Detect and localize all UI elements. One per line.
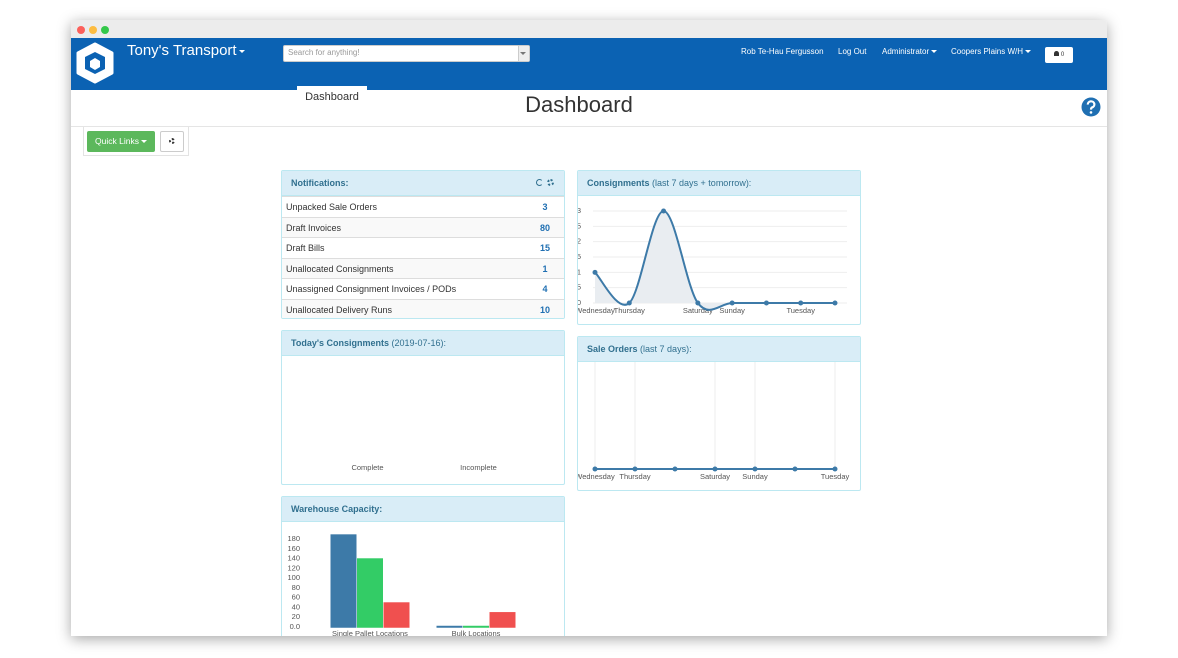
- help-icon[interactable]: [1081, 97, 1101, 117]
- chart-panel: Consignments (last 7 days + tomorrow):: [577, 170, 861, 325]
- divider: [71, 126, 1107, 127]
- menu-text[interactable]: Transport: [496, 91, 544, 103]
- notification-row[interactable]: Draft Invoices 80: [282, 216, 564, 238]
- menu-item[interactable]: Quick Add: [368, 86, 488, 108]
- row-label: Draft Invoices: [286, 222, 342, 233]
- panel-subtitle: (last 7 days):: [640, 344, 692, 354]
- row-count[interactable]: 1: [542, 263, 548, 274]
- brand-text[interactable]: Tony's Transport: [127, 42, 237, 59]
- panel-subtitle: (2019-07-16):: [391, 338, 447, 348]
- search-box[interactable]: Search for anything!: [283, 45, 530, 62]
- settings-icon[interactable]: [547, 179, 554, 186]
- menu-item[interactable]: Reports: [646, 86, 766, 108]
- menu-text[interactable]: More: [851, 91, 877, 103]
- caret: [545, 95, 552, 99]
- menu-text[interactable]: Reports: [682, 91, 722, 103]
- page-heading: Dashboard: [525, 92, 633, 117]
- warehouse-menu[interactable]: Coopers Plains W/H: [951, 47, 1032, 56]
- row-count[interactable]: 10: [539, 304, 550, 315]
- caret: [723, 95, 730, 99]
- panel-title: Notifications:: [291, 178, 349, 188]
- notification-row[interactable]: Unallocated Delivery Runs 10: [282, 298, 564, 318]
- panel-header: Consignments (last 7 days + tomorrow):: [578, 171, 860, 196]
- row-label: Unpacked Sale Orders: [286, 202, 378, 212]
- panel-title: Today's Consignments: [291, 338, 389, 348]
- row-label: Unallocated Consignments: [286, 263, 394, 274]
- plus-icon: [393, 92, 402, 100]
- search-dropdown[interactable]: [518, 46, 529, 61]
- row-label: Unallocated Delivery Runs: [286, 304, 393, 315]
- title-bar: [71, 20, 1107, 38]
- max-dot[interactable]: [101, 26, 109, 34]
- min-dot[interactable]: [89, 26, 97, 34]
- row-count[interactable]: 4: [542, 284, 548, 294]
- menu-text[interactable]: Quick Add: [404, 91, 455, 103]
- menu-text[interactable]: Contacts: [764, 91, 808, 103]
- warehouse-text[interactable]: Coopers Plains W/H: [951, 47, 1024, 56]
- row-count[interactable]: 15: [539, 243, 550, 253]
- menu-text[interactable]: Warehouse: [585, 91, 641, 103]
- row-label: Draft Bills: [286, 243, 325, 253]
- panel-title: Sale Orders: [587, 344, 638, 354]
- logout-link[interactable]: Log Out: [838, 47, 867, 56]
- caret: [878, 95, 885, 99]
- notification-row[interactable]: Unallocated Consignments 1: [282, 257, 564, 279]
- menu-item[interactable]: More: [808, 86, 928, 108]
- notification-row[interactable]: Unpacked Sale Orders 3: [282, 196, 564, 217]
- role-menu[interactable]: Administrator: [882, 47, 938, 56]
- role-text[interactable]: Administrator: [882, 47, 930, 56]
- menu-item[interactable]: Transport: [464, 86, 584, 108]
- refresh-icon[interactable]: [536, 179, 543, 186]
- close-dot[interactable]: [77, 26, 85, 34]
- row-label: Unassigned Consignment Invoices / PODs: [286, 284, 457, 294]
- caret: [456, 95, 463, 99]
- notification-row[interactable]: Draft Bills 15: [282, 237, 564, 258]
- chart-panel: Warehouse Capacity:: [281, 496, 565, 636]
- panel-header: Sale Orders (last 7 days):: [578, 337, 860, 362]
- chart-panel: Today's Consignments (2019-07-16):: [281, 330, 565, 485]
- panel-header: Notifications:: [282, 171, 564, 196]
- caret: [809, 95, 816, 99]
- caret: [642, 95, 649, 99]
- search-placeholder: Search for anything!: [288, 48, 360, 57]
- menu-item[interactable]: Contacts: [730, 86, 850, 108]
- brand[interactable]: Tony's Transport: [127, 42, 245, 59]
- menu-item[interactable]: Warehouse: [557, 86, 677, 108]
- logo[interactable]: [74, 42, 116, 84]
- alerts-button[interactable]: 0: [1045, 47, 1073, 63]
- panel-subtitle: (last 7 days + tomorrow):: [652, 178, 752, 188]
- user-name[interactable]: Rob Te-Hau Fergusson: [741, 47, 824, 56]
- browser-window: Tony's Transport Search for anything! Ro…: [71, 20, 1107, 636]
- menu-text[interactable]: Dashboard: [305, 91, 359, 103]
- notification-row[interactable]: Unassigned Consignment Invoices / PODs 4: [282, 278, 564, 299]
- panel-title: Consignments: [587, 178, 650, 188]
- quick-links-button[interactable]: Quick Links: [87, 131, 155, 152]
- notifications-panel: Notifications: Unpacked Sale Orders 3 Draf…: [281, 170, 565, 319]
- row-count[interactable]: 80: [539, 222, 550, 233]
- settings-button[interactable]: [160, 131, 184, 152]
- navbar: Tony's Transport Search for anything! Ro…: [71, 38, 1107, 108]
- panel-header: Today's Consignments (2019-07-16):: [282, 331, 564, 356]
- menu-item[interactable]: Dashboard: [297, 86, 367, 108]
- chart-panel: Sale Orders (last 7 days):: [577, 336, 861, 491]
- row-count[interactable]: 3: [542, 202, 548, 212]
- panel-title: Warehouse Capacity:: [291, 504, 383, 514]
- quick-links-text[interactable]: Quick Links: [95, 136, 139, 146]
- alerts-count: 0: [1060, 52, 1065, 58]
- quick-links-box: Quick Links: [83, 127, 189, 156]
- panel-header: Warehouse Capacity:: [282, 497, 564, 522]
